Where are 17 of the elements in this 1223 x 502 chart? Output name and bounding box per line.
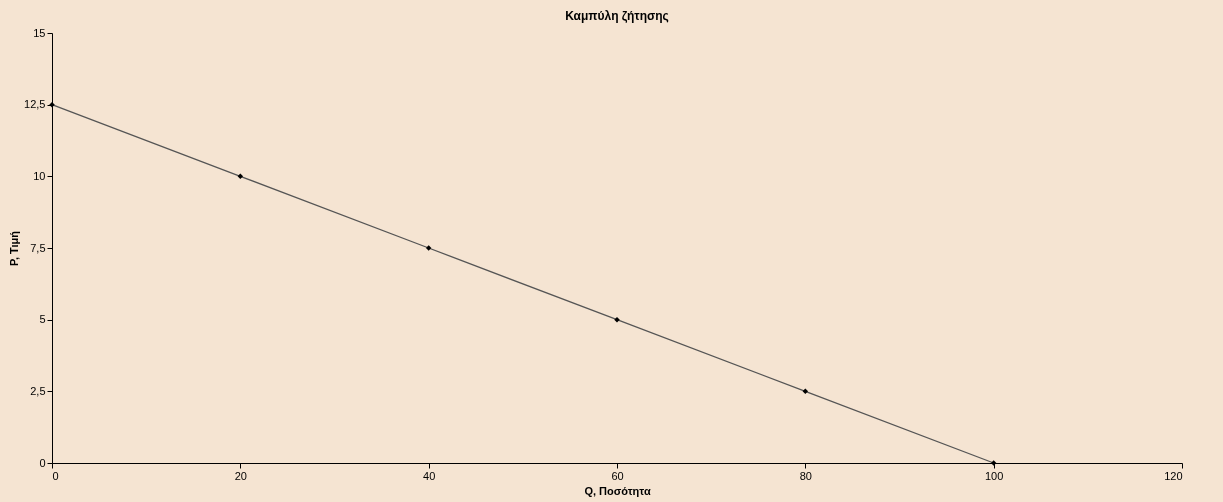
x-tick-label: 120	[1164, 469, 1183, 482]
y-tick-label: 12,5	[24, 98, 46, 111]
y-tick-label: 5	[39, 313, 46, 326]
y-tick-label: 7,5	[30, 241, 46, 254]
y-axis-title: P, Τιμή	[8, 230, 21, 267]
y-tick-label: 15	[33, 26, 46, 39]
y-tick-label: 0	[39, 456, 46, 469]
chart-title: Καμπύλη ζήτησης	[565, 9, 669, 23]
x-tick-label: 60	[611, 469, 624, 482]
y-tick-label: 2,5	[30, 384, 46, 397]
x-tick-label: 40	[423, 469, 436, 482]
y-tick-label: 10	[33, 169, 46, 182]
x-tick-label: 80	[799, 469, 812, 482]
x-axis-title: Q, Ποσότητα	[584, 484, 651, 497]
x-tick-label: 0	[52, 469, 59, 482]
x-tick-label: 20	[234, 469, 247, 482]
x-tick-label: 100	[984, 469, 1004, 482]
